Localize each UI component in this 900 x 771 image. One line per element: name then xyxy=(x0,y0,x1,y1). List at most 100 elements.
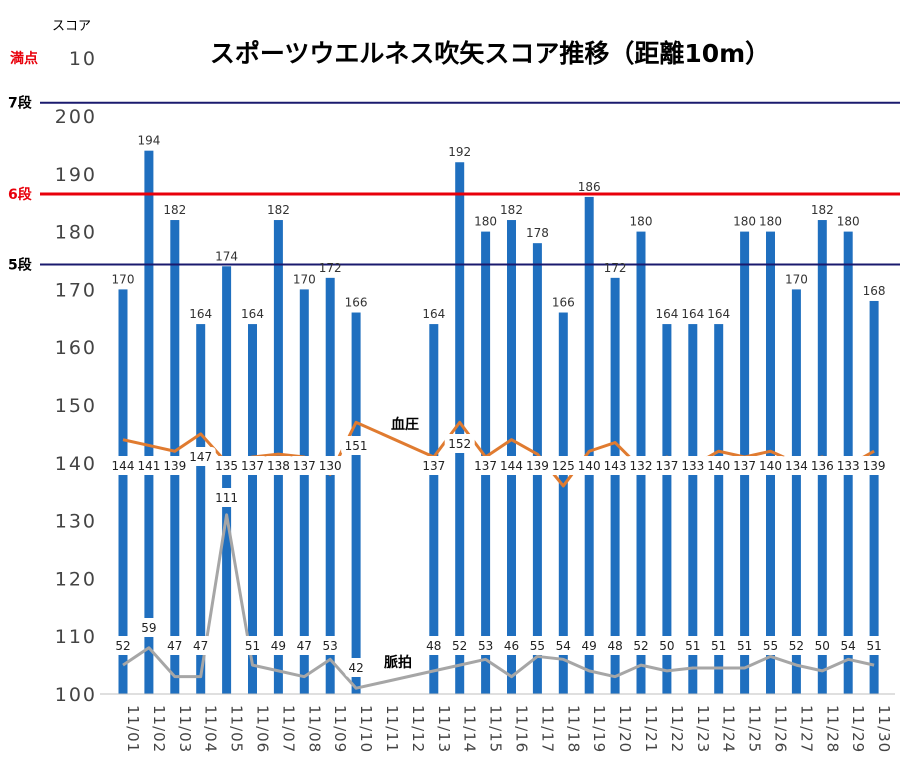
score-value-label: 170 xyxy=(112,272,135,286)
score-value-label: 166 xyxy=(345,296,368,310)
score-bar xyxy=(222,266,232,694)
x-tick-label: 11/15 xyxy=(487,705,505,753)
pulse-value-label-bg xyxy=(655,636,678,655)
y-tick-label: 180 xyxy=(55,222,97,244)
score-value-label: 180 xyxy=(733,215,756,229)
blood-pressure-value-label: 140 xyxy=(578,459,601,473)
data-labels: 1701941821641741641821701721661641921801… xyxy=(108,134,890,677)
x-axis: 11/01 11/02 11/03 11/04 11/05 11/06 11/07 11/08… xyxy=(100,693,895,753)
blood-pressure-value-label: 147 xyxy=(189,450,212,464)
blood-pressure-value-label: 138 xyxy=(267,459,290,473)
x-tick-label: 11/06 xyxy=(254,705,272,753)
score-bar xyxy=(558,312,568,694)
pulse-series-label: 脈拍 xyxy=(384,654,412,671)
x-tick-label: 11/27 xyxy=(797,705,815,753)
pulse-value-label: 54 xyxy=(556,639,571,653)
reference-line-label: 5段 xyxy=(8,257,32,274)
score-value-label: 164 xyxy=(241,307,264,321)
blood-pressure-value-label-bg xyxy=(444,434,475,453)
blood-pressure-value-label-bg xyxy=(159,456,190,475)
pulse-value-label: 54 xyxy=(841,639,856,653)
y-tick-label: 130 xyxy=(55,511,97,533)
pulse-line xyxy=(122,513,875,690)
score-bar xyxy=(791,289,801,694)
x-tick-label: 11/13 xyxy=(435,705,453,753)
blood-pressure-value-label: 151 xyxy=(345,439,368,453)
pulse-value-label: 52 xyxy=(789,639,804,653)
pulse-value-label-bg xyxy=(863,636,886,655)
blood-pressure-value-label: 137 xyxy=(733,459,756,473)
x-tick-label: 11/07 xyxy=(279,705,297,753)
pulse-value-label-bg xyxy=(707,636,730,655)
blood-pressure-value-label-bg xyxy=(496,456,527,475)
blood-pressure-value-label-bg xyxy=(807,456,838,475)
blood-pressure-value-label: 143 xyxy=(604,459,627,473)
y-tick-label: 200 xyxy=(55,106,97,128)
pulse-value-label-bg xyxy=(733,636,756,655)
bars xyxy=(118,150,879,695)
blood-pressure-value-label: 137 xyxy=(655,459,678,473)
y-tick-label: 150 xyxy=(55,395,97,417)
x-tick-label: 11/10 xyxy=(357,705,375,753)
score-bar xyxy=(299,289,309,694)
score-bar xyxy=(325,277,335,694)
blood-pressure-value-label-bg xyxy=(211,456,242,475)
blood-pressure-value-label-bg xyxy=(859,456,890,475)
score-bar xyxy=(248,324,257,694)
x-tick-label: 11/29 xyxy=(849,705,867,753)
blood-pressure-value-label: 137 xyxy=(241,459,264,473)
pulse-value-label: 47 xyxy=(297,639,312,653)
pulse-value-label: 53 xyxy=(323,639,338,653)
pulse-value-label-bg xyxy=(759,636,782,655)
x-tick-label: 11/22 xyxy=(668,705,686,753)
pulse-value-label: 51 xyxy=(245,639,260,653)
blood-pressure-value-label-bg xyxy=(263,456,294,475)
pulse-value-label-bg xyxy=(681,636,704,655)
blood-pressure-value-label: 152 xyxy=(448,437,471,451)
score-value-label: 192 xyxy=(448,145,471,159)
blood-pressure-value-label: 140 xyxy=(707,459,730,473)
blood-pressure-series-label: 血圧 xyxy=(391,416,419,433)
x-tick-label: 11/08 xyxy=(305,705,323,753)
pulse-value-label-bg xyxy=(526,636,549,655)
y-tick-label: 120 xyxy=(55,568,97,590)
score-bar xyxy=(714,324,724,694)
pulse-value-label: 55 xyxy=(763,639,778,653)
score-value-label: 182 xyxy=(500,203,523,217)
pulse-value-label-bg xyxy=(785,636,808,655)
blood-pressure-value-label: 125 xyxy=(552,459,575,473)
x-tick-label: 11/16 xyxy=(513,705,531,753)
blood-pressure-value-label-bg xyxy=(677,456,708,475)
pulse-value-label-bg xyxy=(552,636,575,655)
pulse-value-label: 49 xyxy=(582,639,597,653)
blood-pressure-value-label-bg xyxy=(781,456,812,475)
y-tick-label: 160 xyxy=(55,337,97,359)
pulse-value-label-bg xyxy=(112,636,134,655)
pulse-value-label: 46 xyxy=(504,639,519,653)
blood-pressure-value-label: 141 xyxy=(137,459,160,473)
score-value-label: 170 xyxy=(293,272,316,286)
pulse-value-label: 48 xyxy=(426,639,441,653)
pulse-value-label: 42 xyxy=(348,661,363,675)
pulse-value-label-bg xyxy=(137,618,160,637)
pulse-value-label: 53 xyxy=(478,639,493,653)
score-value-label: 180 xyxy=(759,215,782,229)
blood-pressure-value-label-bg xyxy=(522,456,553,475)
y-tick-label: 140 xyxy=(55,453,97,475)
score-value-label: 180 xyxy=(630,215,653,229)
x-tick-label: 11/05 xyxy=(228,705,246,753)
pulse-value-label: 49 xyxy=(271,639,286,653)
x-tick-label: 11/12 xyxy=(409,705,427,753)
blood-pressure-value-label-bg xyxy=(185,447,216,466)
pulse-value-label-bg xyxy=(500,636,523,655)
score-bar xyxy=(351,312,361,694)
x-tick-label: 11/09 xyxy=(331,705,349,753)
blood-pressure-value-label: 139 xyxy=(526,459,549,473)
reference-line-label: 6段 xyxy=(8,186,32,203)
x-tick-label: 11/14 xyxy=(461,705,479,753)
blood-pressure-value-label: 144 xyxy=(500,459,523,473)
y-tick-label: 10 xyxy=(69,48,97,70)
score-bar xyxy=(869,300,879,694)
pulse-value-label: 59 xyxy=(141,621,156,635)
y-tick-label: 190 xyxy=(55,164,97,186)
